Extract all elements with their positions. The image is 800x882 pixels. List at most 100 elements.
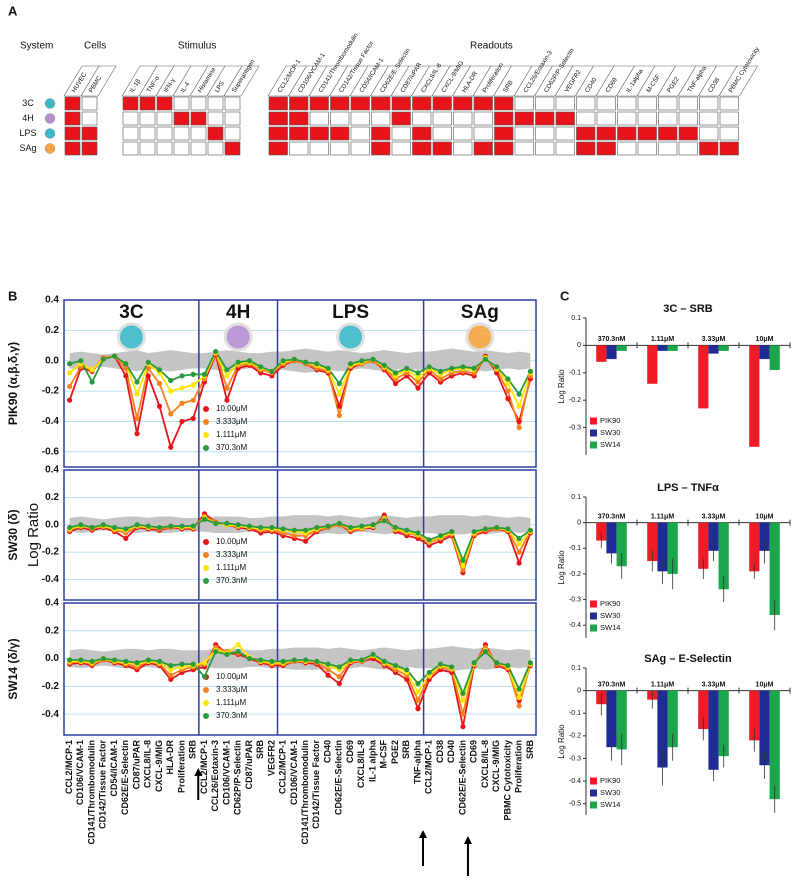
- series-point: [100, 522, 106, 528]
- series-point: [516, 549, 522, 555]
- x-tick-label: 370.3nM: [598, 336, 626, 343]
- series-point: [381, 518, 387, 524]
- matrix-cell: [658, 141, 678, 156]
- series-point: [134, 431, 140, 437]
- legend-label: SW30: [600, 788, 620, 797]
- y-tick-label: 0.2: [45, 625, 59, 636]
- matrix-cell: [156, 126, 173, 141]
- series-point: [246, 358, 253, 364]
- matrix-cell: [350, 126, 370, 141]
- series-point: [347, 361, 354, 367]
- series-point: [460, 563, 466, 569]
- series-point: [325, 661, 331, 667]
- series-point: [179, 385, 185, 391]
- series-point: [111, 657, 118, 663]
- y-tick-label: 0: [577, 687, 581, 694]
- series-point: [235, 642, 241, 648]
- series-point: [527, 660, 533, 666]
- bar: [616, 690, 627, 750]
- series-point: [336, 664, 342, 670]
- x-tick-label: CD62E/E-Selectin: [457, 740, 467, 815]
- series-point: [325, 672, 331, 678]
- bar: [657, 522, 668, 572]
- matrix-cell: [535, 126, 555, 141]
- legend-label: 3.333μM: [216, 685, 248, 694]
- y-tick-label: -0.4: [569, 778, 581, 785]
- series-point: [516, 694, 522, 701]
- legend-marker: [203, 406, 209, 412]
- series-point: [156, 380, 163, 387]
- x-tick-label: SRB: [525, 740, 535, 760]
- series-point: [404, 365, 410, 371]
- matrix-cell: [391, 126, 411, 141]
- x-tick-label: 10μM: [756, 681, 774, 688]
- series-point: [516, 403, 522, 409]
- series-point: [168, 388, 174, 394]
- series-point: [392, 662, 399, 669]
- series-point: [213, 349, 219, 355]
- bar: [596, 345, 607, 362]
- matrix-cell: [453, 111, 473, 126]
- matrix-cell: [309, 96, 329, 111]
- x-tick-label: IL-1 alpha: [367, 739, 377, 782]
- x-tick-label: CD106/VCAM-1: [221, 740, 231, 805]
- chart-title: LPS – TNFα: [657, 482, 719, 494]
- series-point: [415, 680, 421, 687]
- x-tick-label: CD141/Thrombomodulin: [86, 740, 96, 845]
- matrix-cell: [535, 141, 555, 156]
- y-tick-label: 0.0: [45, 519, 59, 530]
- y-tick-label: 0: [577, 342, 581, 349]
- series-point: [123, 526, 129, 532]
- plot-frame: [63, 469, 537, 601]
- series-point: [134, 415, 140, 422]
- x-tick-label: CCL2/MCP-1: [199, 740, 209, 794]
- matrix-cell: [268, 141, 288, 156]
- bar: [647, 345, 658, 384]
- series-point: [190, 397, 196, 403]
- bar: [657, 345, 668, 351]
- header: Stimulus: [178, 41, 216, 52]
- system-label: LPS: [19, 128, 36, 138]
- series-point: [415, 530, 421, 536]
- matrix-cell: [371, 126, 391, 141]
- matrix-cell: [514, 141, 534, 156]
- series-point: [179, 523, 185, 529]
- matrix-cell: [391, 141, 411, 156]
- matrix-cell: [596, 126, 616, 141]
- matrix-cell: [432, 126, 452, 141]
- arrow-head: [419, 830, 427, 838]
- matrix-cell: [555, 111, 575, 126]
- group-icon: [336, 322, 366, 352]
- series-point: [224, 520, 230, 526]
- series-point: [505, 376, 511, 382]
- matrix-cell: [678, 96, 698, 111]
- matrix-cell: [658, 126, 678, 141]
- series-point: [347, 524, 354, 531]
- x-tick-label: VEGFR2: [266, 740, 276, 776]
- x-tick-label: 3.33μM: [702, 513, 726, 520]
- legend-marker: [203, 713, 209, 719]
- legend-label: 370.3nM: [216, 443, 247, 452]
- x-tick-label: CD142/Tissue Factor: [311, 740, 321, 829]
- series-point: [437, 661, 444, 667]
- system-icon: [44, 128, 56, 139]
- series-point: [89, 524, 95, 531]
- group-icon: [465, 322, 495, 352]
- x-tick-label: 10μM: [756, 513, 774, 520]
- header: Cells: [84, 41, 106, 52]
- y-tick-label: -0.2: [569, 571, 581, 578]
- bar: [698, 522, 709, 569]
- y-tick-label: -0.1: [569, 710, 581, 717]
- matrix-cell: [330, 141, 350, 156]
- bar: [606, 522, 617, 554]
- y-tick-label: -0.2: [42, 547, 60, 558]
- matrix-cell: [289, 111, 309, 126]
- legend-label: 10.00μM: [216, 404, 248, 413]
- row-label: PIK90 (α,β,δ,γ): [6, 342, 20, 425]
- x-tick-label: M-CSF: [379, 740, 389, 769]
- series-point: [494, 524, 500, 531]
- matrix-cell: [122, 111, 139, 126]
- x-tick-label: CXCL8/IL-8: [356, 740, 366, 788]
- series-point: [336, 520, 342, 526]
- series-point: [359, 657, 365, 663]
